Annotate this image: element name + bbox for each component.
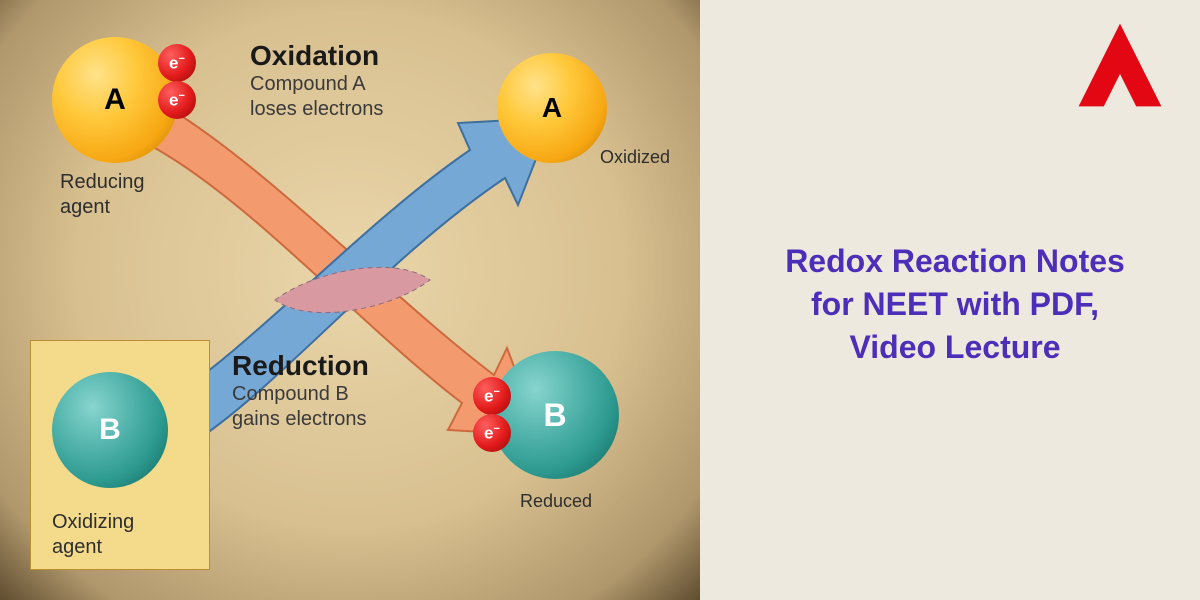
- electron-icon: e−: [158, 81, 196, 119]
- compound-b-oxidizing-agent: B: [52, 372, 168, 488]
- ball-label: A: [104, 83, 126, 117]
- electron-icon: e−: [158, 44, 196, 82]
- oxidation-heading: Oxidation Compound A loses electrons: [250, 40, 383, 122]
- brand-logo-icon: [1075, 20, 1165, 110]
- reduction-title: Reduction: [232, 350, 369, 382]
- compound-a-oxidized: A: [497, 53, 607, 163]
- oxidized-caption: Oxidized: [600, 146, 670, 169]
- electron-icon: e−: [473, 414, 511, 452]
- reduced-caption: Reduced: [520, 490, 592, 513]
- compound-b-reduced: B: [491, 351, 619, 479]
- redox-diagram: A A B B e− e− e− e− Reducing agent Oxidi…: [0, 0, 700, 600]
- ball-label: B: [99, 413, 121, 447]
- oxidizing-agent-caption: Oxidizing agent: [52, 510, 134, 560]
- oxidation-subtitle: Compound A loses electrons: [250, 72, 383, 122]
- promo-title: Redox Reaction Notes for NEET with PDF, …: [740, 240, 1170, 370]
- arrow-overlap: [275, 267, 430, 312]
- ball-label: A: [542, 92, 562, 124]
- reduction-heading: Reduction Compound B gains electrons: [232, 350, 369, 432]
- reducing-agent-caption: Reducing agent: [60, 170, 145, 220]
- oxidation-title: Oxidation: [250, 40, 383, 72]
- promo-panel: Redox Reaction Notes for NEET with PDF, …: [700, 0, 1200, 600]
- reduction-subtitle: Compound B gains electrons: [232, 382, 369, 432]
- ball-label: B: [543, 397, 566, 434]
- electron-icon: e−: [473, 377, 511, 415]
